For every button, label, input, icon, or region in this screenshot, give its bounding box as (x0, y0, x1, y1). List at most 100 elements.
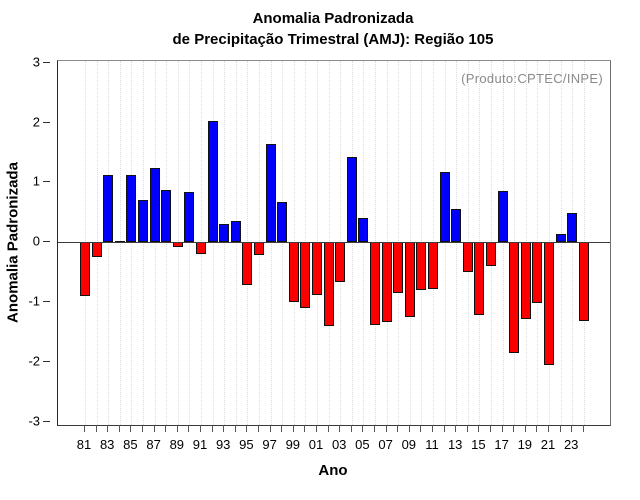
zero-line (58, 242, 610, 244)
bar-1992 (207, 121, 218, 243)
y-tick-3 (43, 61, 50, 63)
y-tick-label-1: 1 (32, 173, 40, 189)
x-tick-label-2007: 07 (378, 437, 393, 452)
bar-2018 (509, 242, 520, 354)
bar-2011 (428, 242, 438, 290)
x-tick-1997 (269, 425, 271, 432)
x-tick-label-1991: 91 (192, 437, 208, 452)
bar-1988 (161, 189, 172, 243)
x-tick-1985 (130, 425, 132, 432)
x-tick-label-1987: 87 (146, 437, 161, 452)
x-tick-1993 (223, 425, 225, 432)
bar-2013 (451, 209, 462, 243)
y-tick-label--3: -3 (28, 413, 40, 429)
x-tick-2024 (582, 425, 584, 432)
bar-2005 (358, 217, 369, 243)
y-tick-label--2: -2 (28, 353, 40, 369)
x-tick-2023 (571, 425, 573, 432)
x-tick-2020 (536, 425, 538, 432)
bar-2002 (323, 242, 334, 326)
x-tick-label-1993: 93 (215, 437, 231, 452)
x-tick-2015 (478, 425, 480, 432)
bar-2014 (462, 242, 473, 273)
bar-2006 (370, 242, 380, 325)
x-tick-1994 (234, 425, 236, 432)
x-tick-label-1983: 83 (99, 437, 115, 452)
bar-2003 (335, 242, 346, 283)
x-tick-1990 (188, 425, 190, 432)
bar-2019 (520, 242, 531, 319)
bar-2012 (439, 171, 450, 243)
bar-1993 (219, 223, 230, 243)
x-tick-label-2019: 19 (517, 437, 533, 452)
bar-1983 (103, 175, 114, 243)
bar-1987 (149, 168, 160, 243)
x-tick-2010 (420, 425, 422, 432)
y-tick-label--1: -1 (28, 293, 40, 309)
bar-2024 (578, 242, 589, 321)
bar-2000 (300, 242, 311, 309)
x-tick-label-2017: 17 (494, 437, 509, 452)
bar-2021 (544, 242, 554, 366)
x-tick-label-1997: 97 (262, 437, 277, 452)
bar-1996 (254, 242, 264, 255)
x-tick-label-1985: 85 (123, 437, 138, 452)
y-tick-label-0: 0 (32, 233, 40, 249)
y-tick--1 (43, 301, 50, 303)
bar-1981 (80, 242, 90, 296)
x-tick-1983 (107, 425, 109, 432)
bar-1997 (265, 144, 276, 243)
x-tick-label-1995: 95 (239, 437, 254, 452)
y-tick--3 (43, 421, 50, 422)
x-tick-1989 (176, 425, 178, 432)
produto-annotation: (Produto:CPTEC/INPE) (461, 71, 603, 86)
x-axis-label: Ano (318, 462, 348, 479)
bar-1994 (230, 221, 241, 243)
bar-1986 (138, 199, 148, 243)
x-tick-2002 (327, 425, 329, 432)
x-tick-2021 (548, 425, 549, 432)
bar-2016 (486, 242, 496, 266)
bar-1982 (91, 242, 102, 258)
x-tick-label-2021: 21 (540, 437, 556, 452)
x-tick-label-2001: 01 (308, 437, 324, 452)
bar-1998 (277, 202, 288, 243)
bar-2004 (346, 156, 357, 243)
y-tick-label-3: 3 (32, 54, 40, 70)
x-tick-2013 (455, 425, 457, 432)
x-tick-1991 (200, 425, 201, 432)
bar-2007 (381, 242, 392, 322)
x-tick-1988 (165, 425, 167, 432)
y-tick-0 (43, 241, 50, 243)
bar-2001 (312, 242, 322, 295)
x-tick-label-2013: 13 (447, 437, 463, 452)
x-tick-2001 (316, 425, 317, 432)
bar-2008 (393, 242, 404, 293)
x-tick-2004 (350, 425, 352, 432)
bar-2023 (567, 212, 578, 243)
x-tick-label-2005: 05 (355, 437, 370, 452)
x-tick-label-2015: 15 (471, 437, 486, 452)
bar-2010 (416, 242, 427, 291)
bar-1991 (196, 242, 206, 254)
x-tick-1981 (84, 425, 85, 432)
bar-2020 (532, 242, 543, 304)
x-tick-label-1981: 81 (76, 437, 92, 452)
x-tick-2022 (559, 425, 561, 432)
y-tick-label-2: 2 (32, 114, 40, 129)
y-tick-2 (43, 121, 50, 123)
x-tick-label-1999: 99 (285, 437, 301, 452)
x-tick-1984 (118, 425, 120, 432)
bar-2022 (555, 233, 566, 243)
x-tick-label-2003: 03 (331, 437, 347, 452)
chart-title-line2: de Precipitação Trimestral (AMJ): Região… (172, 31, 494, 48)
x-tick-2009 (408, 425, 410, 432)
x-tick-label-1989: 89 (169, 437, 185, 452)
plot-area (57, 60, 611, 426)
x-tick-label-2011: 11 (425, 437, 439, 452)
x-tick-label-2023: 23 (563, 437, 579, 452)
x-tick-2017 (501, 425, 503, 432)
x-tick-2016 (490, 425, 491, 432)
bar-1995 (242, 242, 253, 285)
